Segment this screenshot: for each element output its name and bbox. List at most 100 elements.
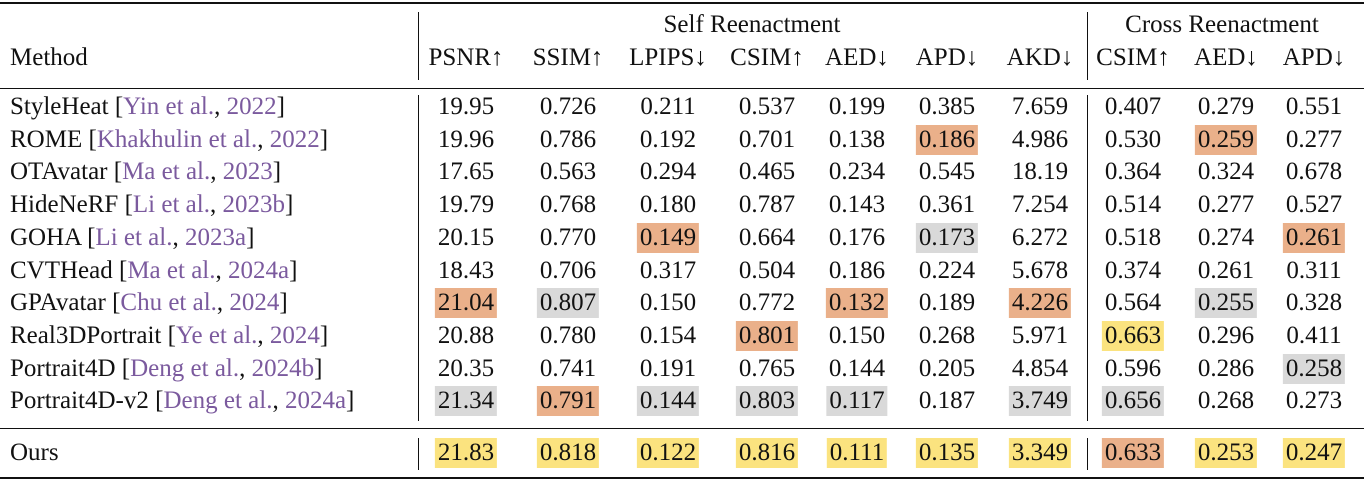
value-cell: 19.95: [437, 93, 495, 120]
value-cell: 0.701: [738, 125, 796, 153]
value-cell: 0.191: [639, 354, 697, 382]
value-cell: 4.226: [1008, 288, 1072, 319]
value-cell: 0.527: [1285, 191, 1343, 219]
citation-year: 2022: [269, 125, 320, 153]
value-cell: 0.132: [825, 288, 889, 319]
value-cell: 0.224: [918, 256, 976, 284]
mid-rule: [0, 428, 1364, 429]
value-cell: 0.259: [1194, 124, 1258, 155]
citation-bracket: [: [167, 321, 176, 349]
method-name: HideNeRF: [10, 191, 119, 219]
value-cell: 0.187: [918, 387, 976, 415]
citation-authors: Li et al.: [132, 191, 210, 219]
value-cell: 20.35: [437, 354, 495, 382]
header-rule: [0, 88, 1364, 89]
value-cell: 0.374: [1104, 256, 1162, 284]
citation-separator: ,: [272, 387, 285, 415]
method-cell: Real3DPortrait [Ye et al., 2024]: [10, 321, 328, 351]
method-cell: GPAvatar [Chu et al., 2024]: [10, 288, 288, 318]
value-cell: 0.268: [1197, 387, 1255, 415]
citation-bracket: ]: [319, 125, 329, 153]
value-cell: 0.663: [1101, 320, 1165, 351]
value-cell: 0.234: [828, 158, 886, 186]
citation-bracket: ]: [246, 223, 255, 251]
value-cell: 0.296: [1197, 321, 1255, 349]
value-cell: 18.19: [1011, 158, 1069, 186]
method-name: Ours: [10, 439, 59, 466]
value-cell: 0.545: [918, 158, 976, 186]
value-cell: 21.83: [434, 438, 498, 468]
value-cell: 18.43: [437, 256, 495, 284]
value-cell: 0.294: [639, 158, 697, 186]
column-header: CSIM↑: [1096, 44, 1170, 71]
citation-separator: ,: [214, 93, 227, 120]
value-cell: 0.518: [1104, 223, 1162, 251]
citation-bracket: [: [87, 223, 96, 251]
value-cell: 0.364: [1104, 158, 1162, 186]
citation-bracket: [: [113, 158, 123, 186]
value-cell: 0.537: [738, 93, 796, 120]
group-header: Cross Reenactment: [1125, 11, 1319, 38]
value-cell: 0.117: [826, 386, 888, 417]
citation-authors: Ma et al.: [127, 256, 216, 284]
value-cell: 0.261: [1282, 222, 1346, 253]
column-header: SSIM↑: [532, 44, 604, 71]
value-cell: 7.659: [1011, 93, 1069, 120]
method-cell: Portrait4D [Deng et al., 2024b]: [10, 354, 322, 384]
method-cell: GOHA [Li et al., 2023a]: [10, 223, 254, 253]
value-cell: 0.530: [1104, 125, 1162, 153]
value-cell: 0.514: [1104, 191, 1162, 219]
value-cell: 0.205: [918, 354, 976, 382]
citation-bracket: ]: [276, 93, 285, 120]
citation-year: 2023a: [184, 223, 247, 251]
value-cell: 0.277: [1197, 191, 1255, 219]
citation-bracket: ]: [346, 387, 355, 415]
value-cell: 0.801: [735, 320, 799, 351]
value-cell: 0.361: [918, 191, 976, 219]
value-cell: 20.88: [437, 321, 495, 349]
method-name: Portrait4D-v2: [10, 387, 149, 415]
value-cell: 21.34: [434, 386, 498, 417]
method-name: Portrait4D: [10, 354, 116, 382]
column-divider: [1087, 12, 1088, 80]
method-name: Real3DPortrait: [10, 321, 162, 349]
citation-separator: ,: [215, 256, 228, 284]
value-cell: 0.154: [639, 321, 697, 349]
method-cell: OTAvatar [Ma et al., 2023]: [10, 157, 281, 187]
value-cell: 0.770: [539, 223, 597, 251]
value-cell: 5.678: [1011, 256, 1069, 284]
citation-year: 2024a: [228, 256, 290, 284]
value-cell: 0.407: [1104, 93, 1162, 120]
value-cell: 0.317: [639, 256, 697, 284]
value-cell: 0.465: [738, 158, 796, 186]
value-cell: 4.854: [1011, 354, 1069, 382]
value-cell: 0.807: [536, 288, 600, 319]
citation-bracket: [: [112, 289, 121, 317]
citation-year: 2022: [226, 93, 277, 120]
value-cell: 0.268: [918, 321, 976, 349]
value-cell: 0.176: [828, 223, 886, 251]
value-cell: 0.122: [636, 438, 700, 468]
value-cell: 0.186: [915, 124, 979, 155]
citation-bracket: ]: [289, 256, 298, 284]
value-cell: 0.274: [1197, 223, 1255, 251]
citation-authors: Chu et al.: [120, 289, 217, 317]
value-cell: 0.247: [1282, 438, 1346, 468]
column-divider: [1087, 438, 1088, 470]
method-cell: CVTHead [Ma et al., 2024a]: [10, 256, 297, 286]
value-cell: 0.150: [639, 289, 697, 317]
citation-authors: Ma et al.: [122, 158, 211, 186]
bottom-rule: [0, 477, 1364, 479]
value-cell: 3.749: [1008, 386, 1072, 417]
citation-authors: Deng et al.: [163, 387, 273, 415]
method-name: GOHA: [10, 223, 81, 251]
method-name: GPAvatar: [10, 289, 106, 317]
column-header: AED↓: [825, 44, 889, 71]
method-name: StyleHeat: [10, 93, 109, 120]
value-cell: 0.411: [1286, 321, 1342, 349]
value-cell: 0.199: [828, 93, 886, 120]
value-cell: 0.765: [738, 354, 796, 382]
value-cell: 0.564: [1104, 289, 1162, 317]
value-cell: 0.385: [918, 93, 976, 120]
value-cell: 0.149: [636, 222, 700, 253]
